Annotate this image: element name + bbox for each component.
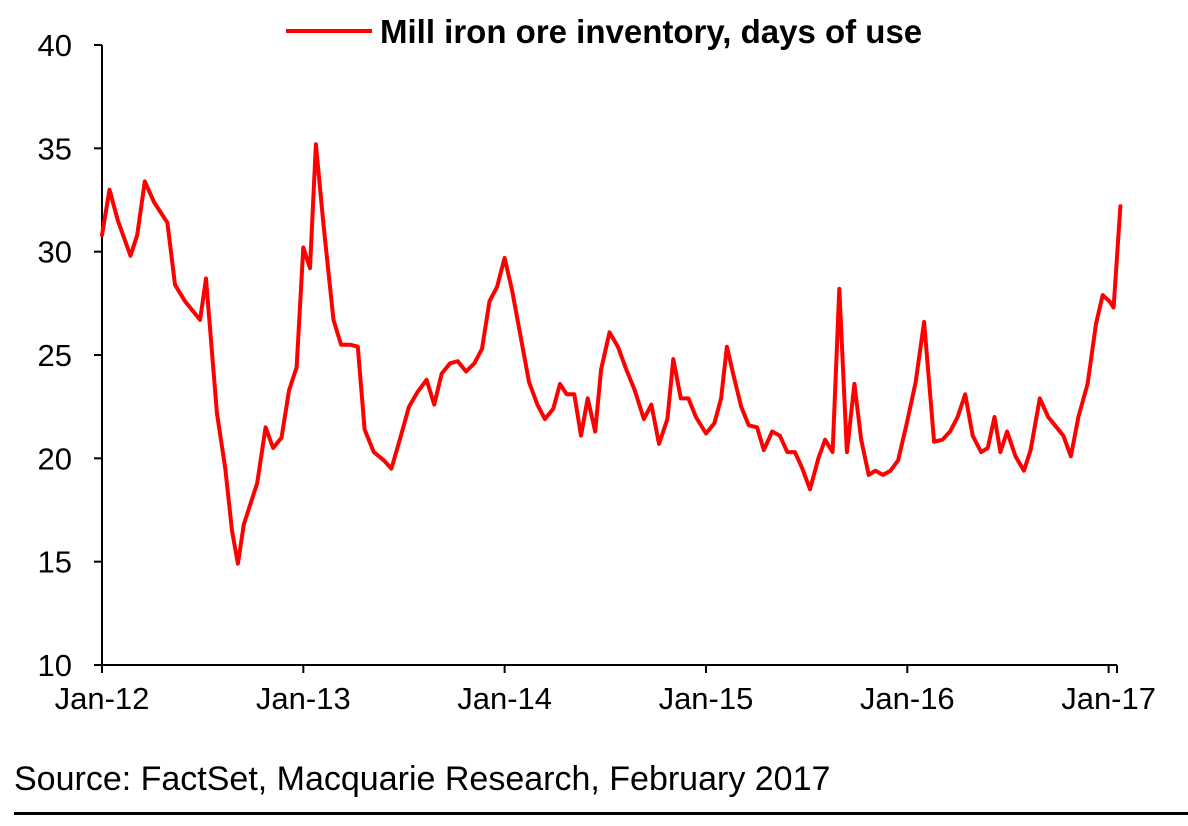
source-note: Source: FactSet, Macquarie Research, Feb… <box>14 760 831 798</box>
series-line <box>100 142 1123 566</box>
x-tick-label: Jan-14 <box>457 681 552 716</box>
y-tick-label: 30 <box>38 235 72 270</box>
y-tick-label: 25 <box>38 338 72 373</box>
x-axis: Jan-12 Jan-13 Jan-14 Jan-15 Jan-16 Jan-17 <box>55 664 1156 716</box>
x-tick-label: Jan-13 <box>256 681 351 716</box>
y-tick-label: 15 <box>38 545 72 580</box>
y-tick-label: 35 <box>38 131 72 166</box>
y-tick-label: 40 <box>38 28 72 63</box>
x-tick-label: Jan-16 <box>860 681 955 716</box>
y-tick-label: 20 <box>38 441 72 476</box>
legend: Mill iron ore inventory, days of use <box>286 13 922 50</box>
y-axis: 10 15 20 25 30 35 40 <box>38 28 103 683</box>
bottom-rule <box>14 812 1188 815</box>
x-tick-label: Jan-12 <box>55 681 150 716</box>
legend-label: Mill iron ore inventory, days of use <box>380 13 922 50</box>
series-layer <box>100 142 1123 566</box>
x-tick-label: Jan-15 <box>659 681 754 716</box>
y-tick-label: 10 <box>38 648 72 683</box>
x-tick-label: Jan-17 <box>1061 681 1156 716</box>
